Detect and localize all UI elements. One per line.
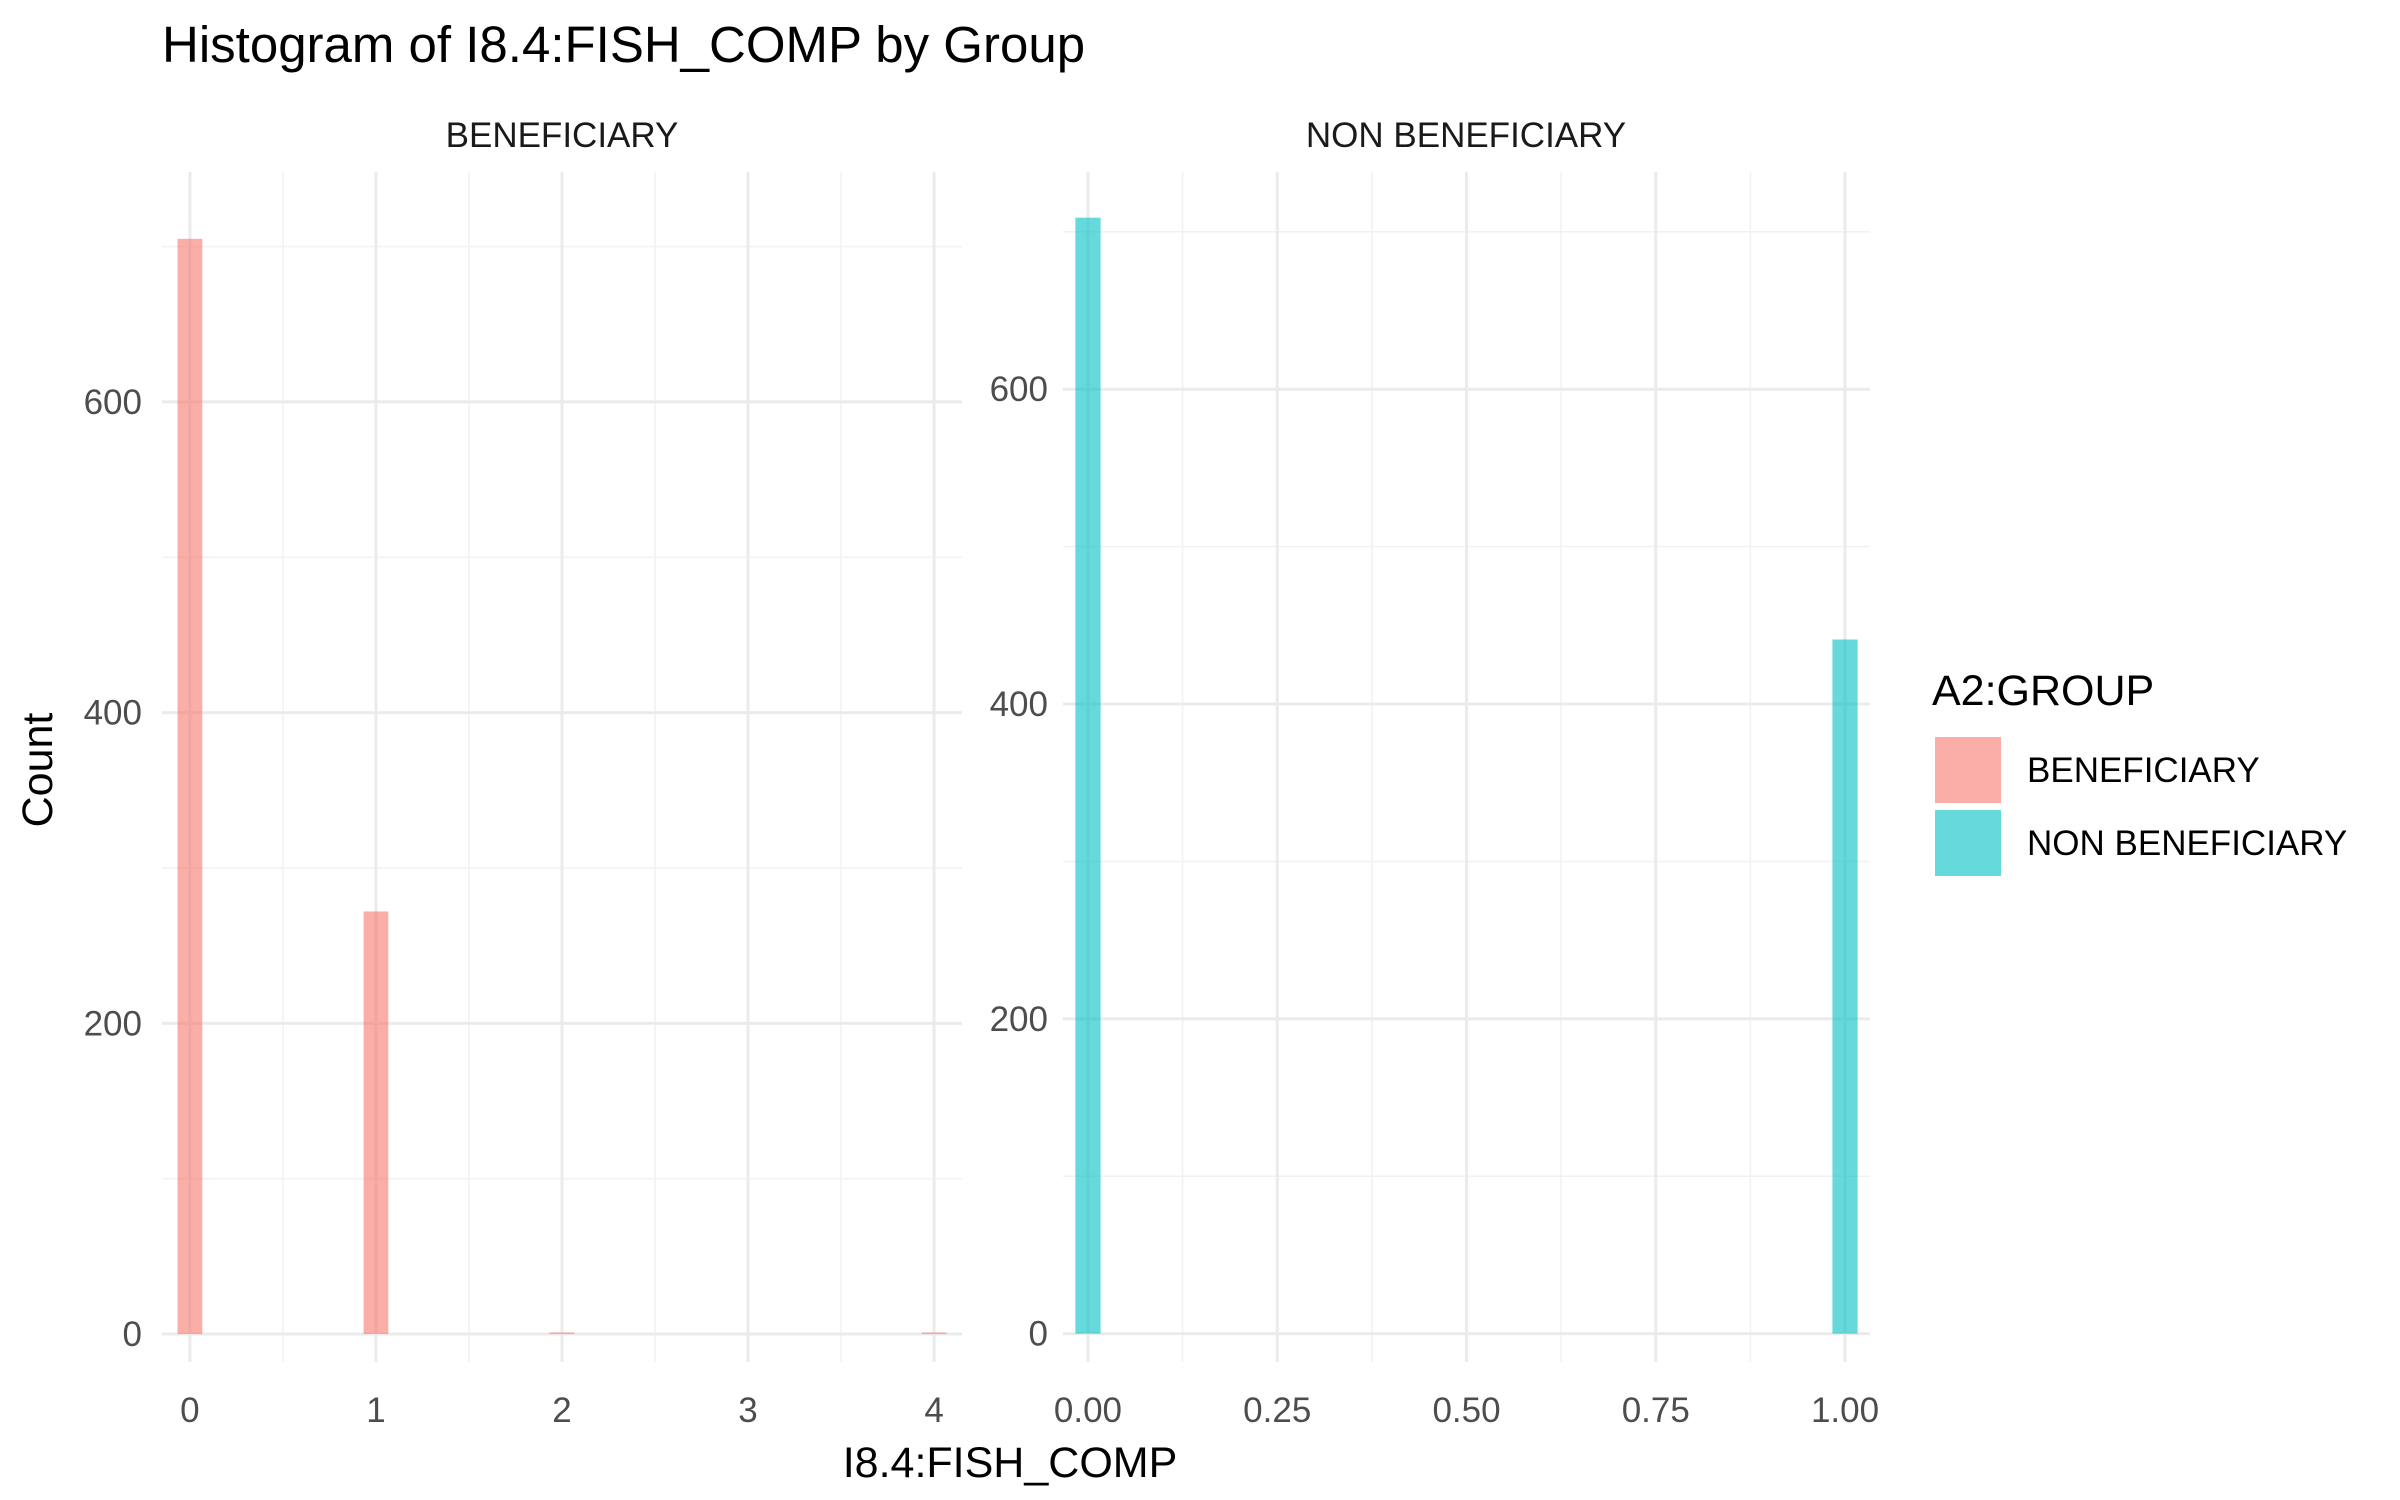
x-tick-label: 1 bbox=[366, 1391, 385, 1430]
y-tick-label: 600 bbox=[84, 383, 142, 422]
y-tick-label: 600 bbox=[990, 370, 1048, 409]
x-tick-label: 0 bbox=[180, 1391, 199, 1430]
y-axis-title: Count bbox=[14, 713, 62, 828]
x-tick-label: 0.25 bbox=[1243, 1391, 1311, 1430]
x-tick-label: 3 bbox=[738, 1391, 757, 1430]
facet-strip-label: NON BENEFICIARY bbox=[1306, 116, 1626, 155]
y-tick-label: 0 bbox=[123, 1315, 142, 1354]
legend-title: A2:GROUP bbox=[1932, 667, 2154, 715]
legend-key bbox=[1935, 737, 2001, 803]
histogram-bar bbox=[549, 1332, 575, 1335]
x-tick-label: 0.75 bbox=[1622, 1391, 1690, 1430]
histogram-bar bbox=[1832, 639, 1858, 1334]
histogram-bar bbox=[177, 238, 203, 1335]
histogram-bar bbox=[363, 911, 389, 1335]
legend-label: NON BENEFICIARY bbox=[2027, 824, 2347, 863]
y-tick-label: 400 bbox=[84, 694, 142, 733]
y-tick-label: 0 bbox=[1029, 1315, 1048, 1354]
legend: A2:GROUP BENEFICIARY NON BENEFICIARY bbox=[1932, 667, 2347, 876]
x-axis-title: I8.4:FISH_COMP bbox=[843, 1439, 1178, 1487]
y-tick-label: 200 bbox=[990, 1000, 1048, 1039]
histogram-bar bbox=[1075, 217, 1101, 1334]
chart-title: Histogram of I8.4:FISH_COMP by Group bbox=[162, 16, 1085, 73]
panel-2: NON BENEFICIARY 0 200 400 600 0.00 0.25 0.50 0.7… bbox=[990, 116, 1879, 1430]
x-tick-label: 4 bbox=[924, 1391, 943, 1430]
x-tick-label: 1.00 bbox=[1811, 1391, 1879, 1430]
panel-1: BENEFICIARY 0 200 400 600 0 1 2 3 4 bbox=[84, 116, 962, 1430]
y-tick-label: 200 bbox=[84, 1004, 142, 1043]
facet-strip-label: BENEFICIARY bbox=[446, 116, 679, 155]
legend-key bbox=[1935, 810, 2001, 876]
legend-label: BENEFICIARY bbox=[2027, 751, 2260, 790]
x-tick-label: 2 bbox=[552, 1391, 571, 1430]
histogram-bar bbox=[921, 1332, 947, 1335]
x-tick-label: 0.50 bbox=[1432, 1391, 1500, 1430]
y-tick-label: 400 bbox=[990, 685, 1048, 724]
facet-panels: BENEFICIARY 0 200 400 600 0 1 2 3 4 NON BENEFICIAR… bbox=[84, 116, 1879, 1430]
x-tick-label: 0.00 bbox=[1054, 1391, 1122, 1430]
